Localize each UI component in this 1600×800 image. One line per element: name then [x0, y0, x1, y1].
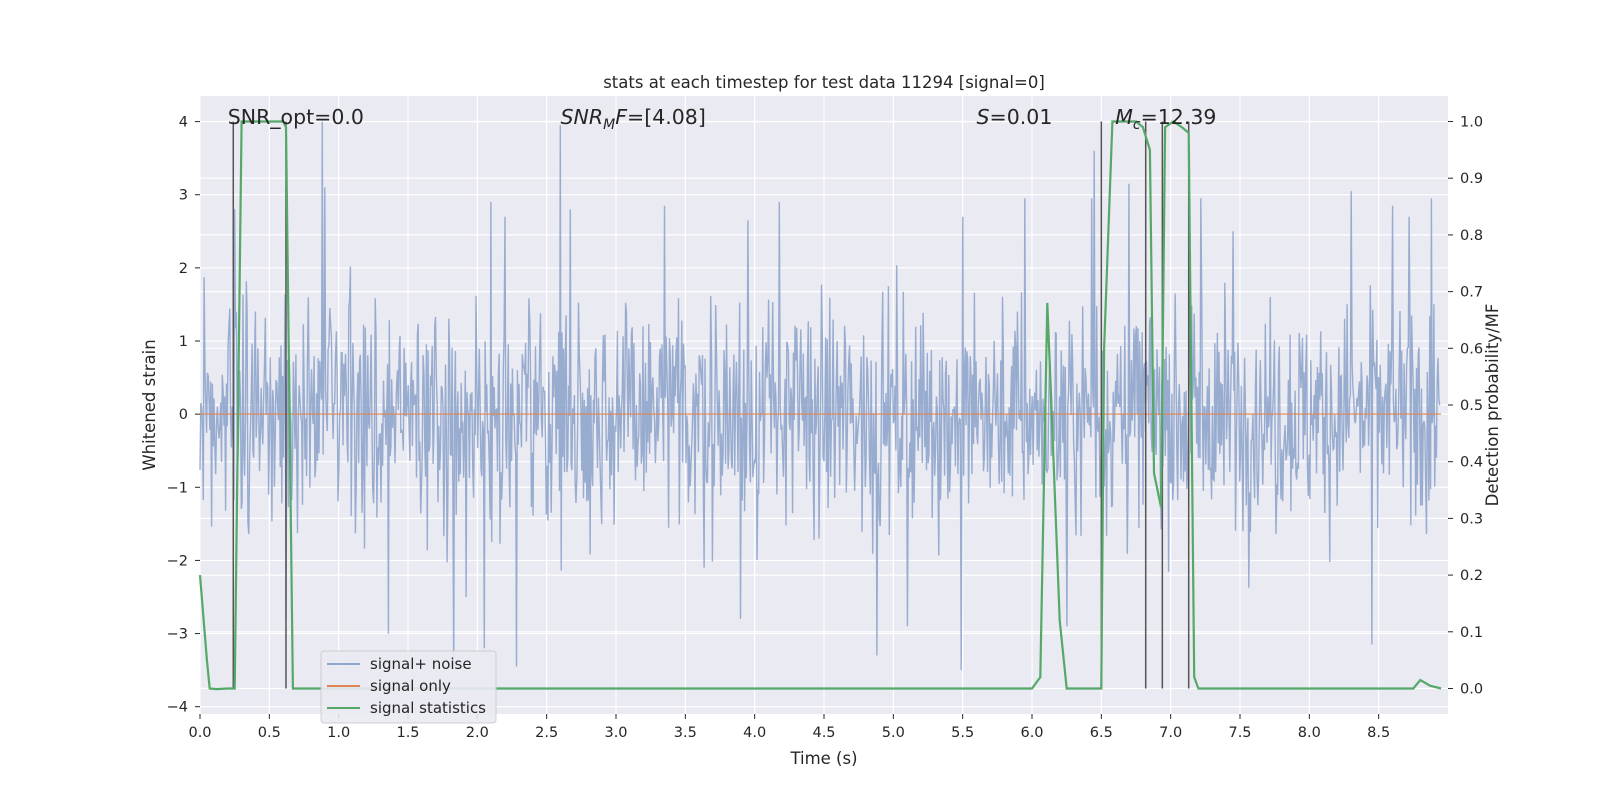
legend-label-noise: signal+ noise	[370, 655, 472, 673]
x-tick-label: 2.5	[535, 725, 558, 741]
y-tick-label: −4	[167, 700, 188, 716]
x-tick-label: 4.5	[812, 725, 835, 741]
y-tick-label: 3	[179, 188, 188, 204]
y-tick-label: −3	[167, 627, 188, 643]
annotation: S=0.01	[977, 105, 1053, 129]
x-tick-label: 3.5	[674, 725, 697, 741]
x-tick-label: 0.5	[258, 725, 281, 741]
legend-box	[320, 650, 497, 724]
legend-label-statistics: signal statistics	[370, 699, 486, 717]
x-tick-labels: 0.0 0.5 1.0 1.5 2.0 2.5 3.0 3.5 4.0 4.5 5.0 5.5 6.0 6…	[188, 714, 1390, 741]
x-tick-label: 3.0	[604, 725, 627, 741]
y2-tick-label: 1.0	[1460, 115, 1483, 131]
x-tick-label: 5.5	[951, 725, 974, 741]
y2-tick-label: 0.9	[1460, 171, 1483, 187]
y2-tick-label: 0.6	[1460, 341, 1483, 357]
noise-series	[199, 121, 1441, 671]
y2-tick-label: 0.8	[1460, 228, 1483, 244]
x-axis-label: Time (s)	[789, 749, 857, 768]
x-tick-label: 6.0	[1020, 725, 1043, 741]
y2-tick-label: 0.0	[1460, 681, 1483, 697]
x-tick-label: 6.5	[1090, 725, 1113, 741]
annotation: SNRMF=[4.08]	[561, 105, 706, 133]
x-tick-label: 0.0	[188, 725, 211, 741]
y2-tick-label: 0.4	[1460, 455, 1483, 471]
x-tick-label: 8.0	[1298, 725, 1321, 741]
x-tick-label: 7.0	[1159, 725, 1182, 741]
x-tick-label: 1.0	[327, 725, 350, 741]
y2-axis-label: Detection probability/MF	[1483, 304, 1502, 507]
x-tick-label: 8.5	[1367, 725, 1390, 741]
y2-tick-label: 0.7	[1460, 285, 1483, 301]
annotation: SNR_opt=0.0	[228, 105, 364, 130]
x-tick-label: 1.5	[396, 725, 419, 741]
y-tick-label: −1	[167, 480, 188, 496]
y-tick-label: 2	[179, 261, 188, 277]
y2-tick-label: 0.3	[1460, 511, 1483, 527]
noise-line	[199, 121, 1441, 671]
y-tick-label: 1	[179, 334, 188, 350]
y-tick-labels: 4 3 2 1 0 −1 −2 −3 −4	[167, 115, 200, 716]
y2-tick-label: 0.5	[1460, 398, 1483, 414]
legend-label-signal-only: signal only	[370, 677, 451, 695]
annotations: SNR_opt=0.0 SNRMF=[4.08] S=0.01 Mc=12.39	[228, 105, 1217, 133]
x-tick-label: 7.5	[1228, 725, 1251, 741]
x-tick-label: 5.0	[882, 725, 905, 741]
chart-title: stats at each timestep for test data 112…	[603, 73, 1045, 92]
x-tick-label: 2.0	[466, 725, 489, 741]
x-tick-label: 4.0	[743, 725, 766, 741]
y-tick-label: 0	[179, 407, 188, 423]
legend: signal+ noise signal only signal statist…	[320, 650, 497, 724]
signal-statistics-line	[198, 120, 1442, 691]
y2-tick-label: 0.2	[1460, 568, 1483, 584]
grid	[199, 96, 1448, 714]
y-tick-label: −2	[167, 553, 188, 569]
y2-tick-labels: 1.0 0.9 0.8 0.7 0.6 0.5 0.4 0.3 0.2 0.1 0.0	[1448, 115, 1483, 697]
y-tick-label: 4	[179, 115, 188, 131]
annotation: Mc=12.39	[1115, 105, 1216, 133]
y2-tick-label: 0.1	[1460, 625, 1483, 641]
y-axis-label: Whitened strain	[140, 339, 159, 470]
